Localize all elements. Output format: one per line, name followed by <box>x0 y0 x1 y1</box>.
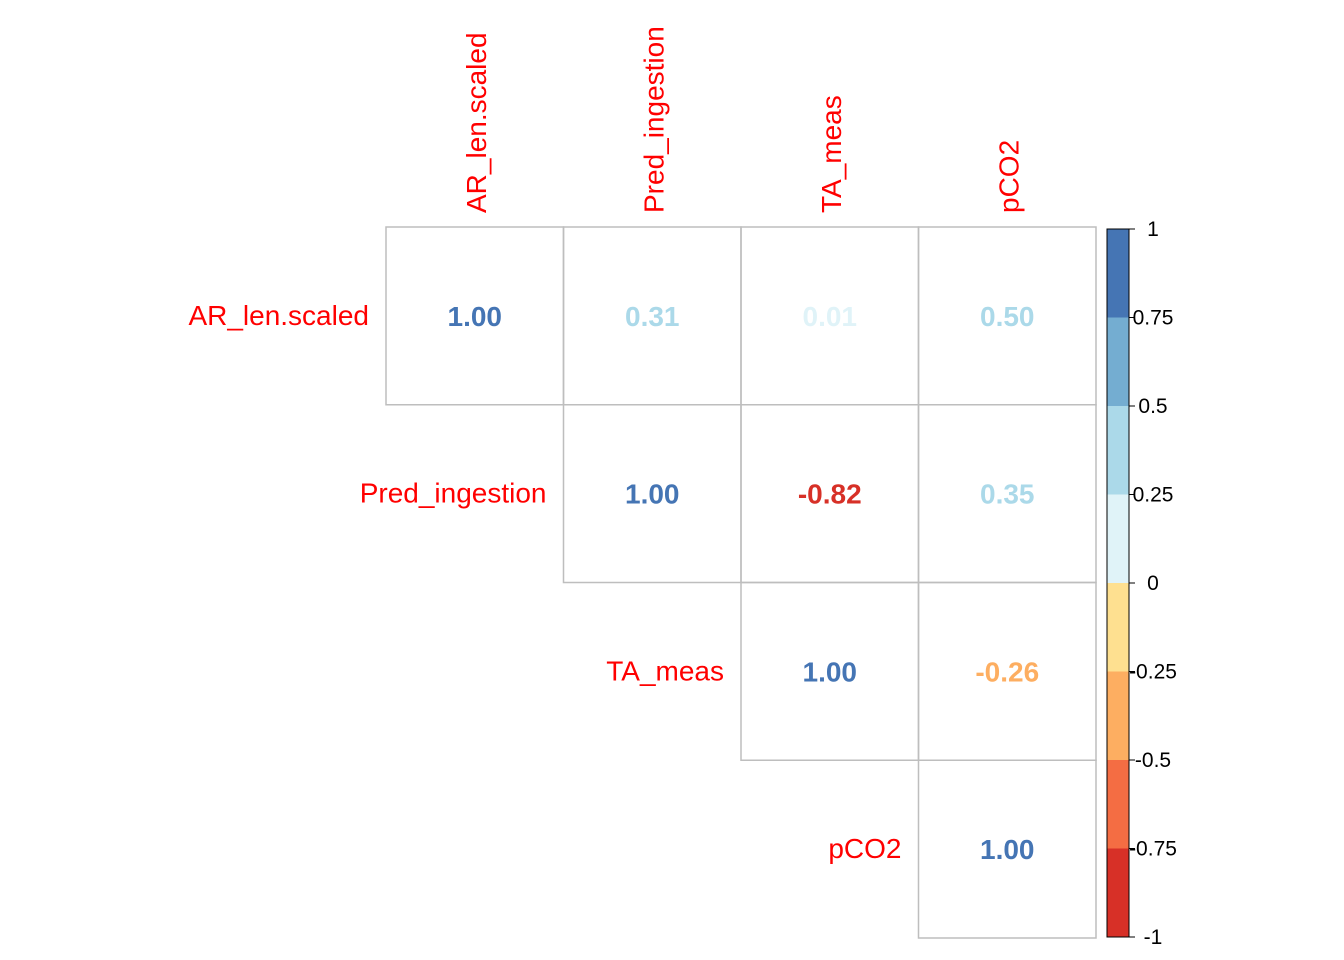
cell-value-1-3: 0.35 <box>980 479 1035 510</box>
colorbar-bin-7 <box>1107 848 1129 937</box>
colorbar-bin-1 <box>1107 317 1129 406</box>
cell-value-1-1: 1.00 <box>625 479 680 510</box>
colorbar-bin-2 <box>1107 406 1129 495</box>
colorbar-bin-4 <box>1107 583 1129 672</box>
colorbar-tick-label-7: -0.75 <box>1129 838 1177 861</box>
colorbar-tick-label-8: -1 <box>1144 926 1163 949</box>
cell-value-0-3: 0.50 <box>980 301 1035 332</box>
colorbar-tick-label-3: 0.25 <box>1133 484 1174 507</box>
cell-value-2-3: -0.26 <box>975 656 1039 687</box>
cell-value-0-1: 0.31 <box>625 301 680 332</box>
colorbar-tick-label-5: -0.25 <box>1129 661 1177 684</box>
col-label-2: TA_meas <box>816 95 847 213</box>
cell-value-0-2: 0.01 <box>803 301 858 332</box>
cell-value-3-3: 1.00 <box>980 834 1035 865</box>
cell-value-2-2: 1.00 <box>803 656 858 687</box>
colorbar-bin-3 <box>1107 494 1129 583</box>
col-label-0: AR_len.scaled <box>461 32 492 213</box>
cell-value-0-0: 1.00 <box>448 301 503 332</box>
colorbar-tick-label-4: 0 <box>1147 572 1159 595</box>
col-label-3: pCO2 <box>993 140 1024 213</box>
grid-cell-3-3 <box>917 759 1097 939</box>
colorbar-tick-label-1: 0.75 <box>1133 307 1174 330</box>
colorbar-tick-label-0: 1 <box>1147 218 1159 241</box>
row-label-2: TA_meas <box>606 655 724 686</box>
row-label-1: Pred_ingestion <box>360 478 547 509</box>
row-label-3: pCO2 <box>828 833 901 864</box>
colorbar-bin-0 <box>1107 229 1129 318</box>
colorbar-bin-5 <box>1107 671 1129 760</box>
colorbar-bin-6 <box>1107 760 1129 849</box>
colorbar-tick-label-6: -0.5 <box>1135 749 1171 772</box>
col-label-1: Pred_ingestion <box>638 26 669 213</box>
row-label-0: AR_len.scaled <box>188 300 369 331</box>
colorbar-tick-label-2: 0.5 <box>1138 395 1167 418</box>
cell-value-1-2: -0.82 <box>798 479 862 510</box>
